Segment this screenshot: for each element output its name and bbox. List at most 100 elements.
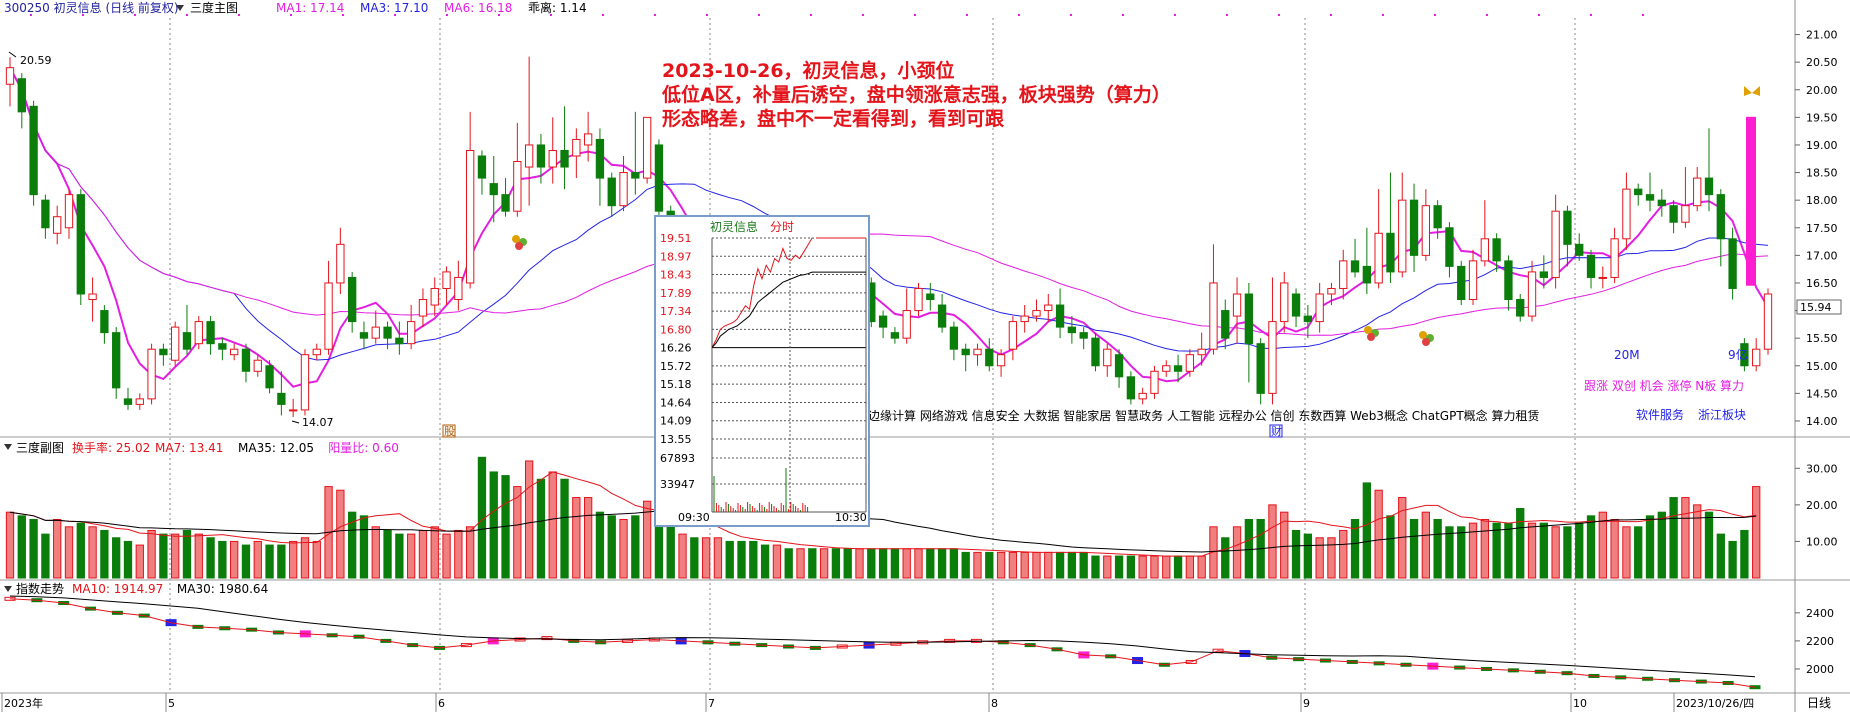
- volume-bar: [1386, 515, 1395, 579]
- ma-label: 乖离: 1.14: [528, 0, 587, 15]
- volume-bar: [465, 526, 475, 579]
- candle-body: [383, 326, 392, 339]
- candle-body: [182, 332, 192, 350]
- candle-body: [1339, 260, 1348, 289]
- signal-dot: [1590, 14, 1592, 16]
- volume-bar: [725, 540, 734, 579]
- dropdown-icon[interactable]: [176, 5, 184, 11]
- volume-bars[interactable]: [5, 456, 1761, 579]
- volume-bar: [1150, 555, 1159, 579]
- volume-bar: [749, 540, 758, 579]
- ma-label: MA6: 16.18: [444, 1, 512, 15]
- volume-bar: [300, 537, 310, 579]
- sector-tag-zhejiang[interactable]: 浙江板块: [1698, 408, 1746, 422]
- candle-body: [324, 282, 333, 350]
- volume-bar: [1704, 511, 1714, 579]
- cai-marker[interactable]: 财: [1269, 424, 1283, 438]
- candle-body: [1457, 265, 1466, 301]
- volume-bar: [1221, 537, 1230, 579]
- svg-text:15.94: 15.94: [1800, 301, 1832, 314]
- signal-dot: [290, 14, 292, 16]
- volume-bar: [1492, 522, 1501, 579]
- axis-label: 10.00: [1806, 535, 1838, 548]
- signal-dot: [1434, 14, 1436, 16]
- annotation-text: 2023-10-26，初灵信息，小颈位 低位A区，补量后诱空，盘中领涨意志强，板…: [661, 59, 1171, 130]
- candle-body: [1221, 310, 1230, 339]
- turnover-label: 9亿: [1728, 347, 1748, 362]
- popup-price-label: 18.97: [660, 250, 692, 263]
- signal-dot: [1174, 14, 1176, 16]
- volume-bar: [548, 471, 557, 579]
- candle-body: [619, 172, 628, 207]
- volume-bar: [442, 533, 451, 579]
- signal-dot: [654, 14, 656, 16]
- candle-body: [513, 161, 522, 212]
- candle-body: [572, 138, 581, 157]
- volume-bar: [902, 548, 911, 579]
- volume-bar: [17, 515, 26, 579]
- volume-bar: [1669, 497, 1678, 579]
- intraday-popup[interactable]: 初灵信息 分时 19.51 18.97 18.43 17.89 17.34 16.80 16…: [654, 215, 870, 527]
- volume-bar: [937, 548, 947, 579]
- stock-title[interactable]: 300250 初灵信息 (日线 前复权): [4, 0, 179, 15]
- candle-body: [1763, 293, 1773, 350]
- volume-bar: [218, 540, 227, 579]
- candle-body: [112, 332, 121, 389]
- candle-body: [489, 183, 498, 196]
- candle-body: [454, 276, 463, 301]
- axis-label: 19.00: [1806, 139, 1838, 152]
- axis-label: 15.00: [1806, 360, 1838, 373]
- volume-bar: [76, 522, 85, 579]
- volume-bar: [1728, 540, 1737, 579]
- popup-price-label: 16.80: [660, 323, 692, 336]
- candle-body: [973, 348, 982, 356]
- volume-bar: [194, 533, 203, 579]
- index-ma30-line: [9, 595, 1756, 678]
- candle-body: [465, 149, 475, 284]
- signal-dot: [1486, 14, 1488, 16]
- kai-marker[interactable]: 股: [442, 424, 456, 438]
- volume-bar: [1645, 515, 1655, 579]
- signal-dot: [342, 14, 344, 16]
- popup-price-label: 17.34: [660, 305, 692, 318]
- popup-price-label: 14.09: [660, 415, 692, 428]
- candle-body: [914, 287, 923, 312]
- candle-body: [442, 271, 451, 289]
- candle-body: [359, 332, 369, 339]
- candle-body: [300, 354, 310, 411]
- date-label: 6: [438, 697, 445, 710]
- signal-dot: [446, 14, 448, 16]
- candle-body: [926, 293, 935, 301]
- period-label[interactable]: 日线: [1807, 696, 1831, 710]
- candlesticks[interactable]: [5, 14, 1773, 418]
- volume-bar: [1657, 511, 1666, 579]
- volume-bar: [607, 515, 616, 579]
- volume-bar: [713, 537, 723, 579]
- candle-body: [1091, 337, 1100, 367]
- volume-bar: [760, 544, 770, 579]
- candle-body: [265, 365, 274, 389]
- candle-body: [501, 194, 510, 212]
- volume-bar: [147, 529, 156, 579]
- volume-bar: [1362, 482, 1372, 579]
- volume-bar: [159, 533, 168, 579]
- volume-bar: [1681, 497, 1690, 579]
- sector-tag-software[interactable]: 软件服务: [1636, 407, 1684, 422]
- candle-body: [1197, 348, 1206, 356]
- svg-text:10:30: 10:30: [835, 511, 867, 524]
- signal-dot: [186, 14, 188, 16]
- candle-body: [1103, 348, 1112, 367]
- volume-bar: [430, 526, 439, 579]
- candle-body: [430, 287, 439, 306]
- candle-body: [406, 321, 416, 345]
- volume-bar: [1598, 511, 1607, 579]
- main-indicator-name[interactable]: 三度主图: [190, 0, 238, 15]
- volume-bar: [831, 548, 841, 579]
- svg-text:20.59: 20.59: [20, 54, 52, 67]
- volume-bar: [1752, 486, 1761, 579]
- date-label: 2023/10/26/四: [1676, 697, 1754, 710]
- candle-body: [395, 337, 404, 345]
- candle-body: [996, 354, 1006, 367]
- candle-body: [277, 392, 286, 405]
